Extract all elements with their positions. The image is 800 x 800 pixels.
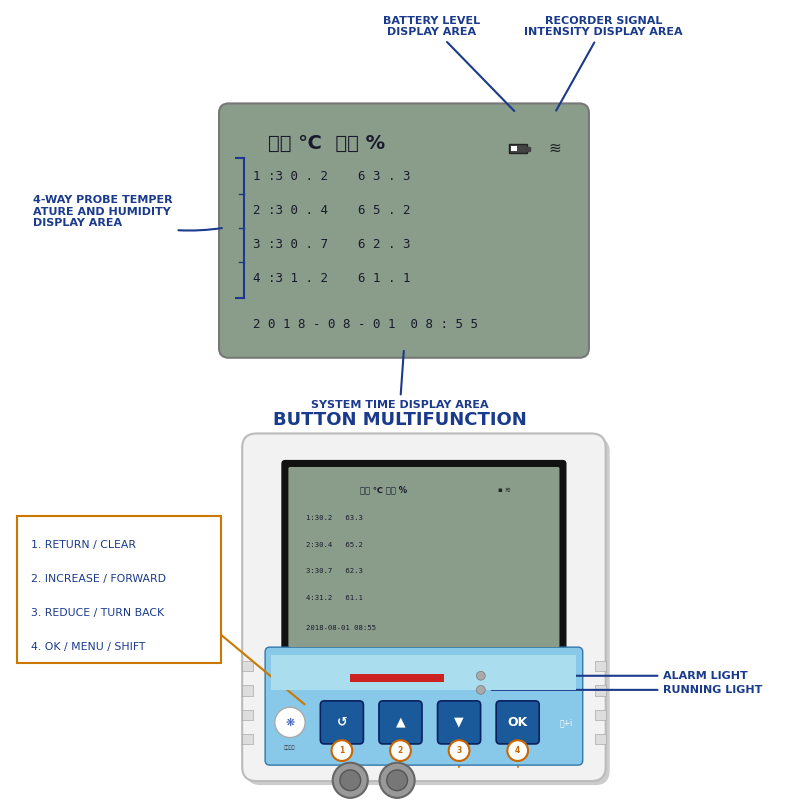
Text: 重工品牌: 重工品牌 — [284, 745, 296, 750]
Circle shape — [275, 707, 305, 738]
Bar — [594, 661, 606, 671]
Text: ↺: ↺ — [337, 716, 347, 729]
Text: 4. OK / MENU / SHIFT: 4. OK / MENU / SHIFT — [31, 642, 146, 652]
Text: RECORDER SIGNAL
INTENSITY DISPLAY AREA: RECORDER SIGNAL INTENSITY DISPLAY AREA — [524, 16, 682, 110]
Circle shape — [449, 740, 470, 761]
Bar — [350, 674, 444, 682]
FancyBboxPatch shape — [438, 701, 481, 744]
Text: 3 :3 0 . 7    6 2 . 3: 3 :3 0 . 7 6 2 . 3 — [253, 238, 410, 251]
Text: ▪ ≋: ▪ ≋ — [498, 486, 510, 493]
Text: 2. INCREASE / FORWARD: 2. INCREASE / FORWARD — [31, 574, 166, 584]
Text: 🔔+i: 🔔+i — [559, 718, 573, 727]
Circle shape — [340, 770, 361, 790]
FancyBboxPatch shape — [18, 515, 221, 663]
Text: 1: 1 — [339, 746, 345, 755]
Text: 4 :3 1 . 2    6 1 . 1: 4 :3 1 . 2 6 1 . 1 — [253, 272, 410, 286]
Text: 温度 ℃ 湿度 %: 温度 ℃ 湿度 % — [360, 486, 407, 494]
Text: ALARM LIGHT: ALARM LIGHT — [491, 670, 748, 681]
Text: 4:31.2   61.1: 4:31.2 61.1 — [306, 594, 363, 601]
Text: 温度 ℃  湿度 %: 温度 ℃ 湿度 % — [268, 134, 386, 153]
Text: BATTERY LEVEL
DISPLAY AREA: BATTERY LEVEL DISPLAY AREA — [383, 16, 514, 111]
Text: OK: OK — [507, 716, 528, 729]
FancyBboxPatch shape — [379, 701, 422, 744]
Circle shape — [331, 740, 352, 761]
Circle shape — [477, 686, 486, 694]
Bar — [271, 655, 576, 690]
Text: ▼: ▼ — [454, 716, 464, 729]
Text: 3: 3 — [457, 746, 462, 755]
Bar — [242, 661, 254, 671]
FancyBboxPatch shape — [282, 461, 566, 654]
FancyBboxPatch shape — [320, 701, 363, 744]
Bar — [594, 734, 606, 744]
Text: 2018-08-01 08:55: 2018-08-01 08:55 — [306, 625, 376, 631]
Text: 1. RETURN / CLEAR: 1. RETURN / CLEAR — [31, 540, 136, 550]
Text: RUNNING LIGHT: RUNNING LIGHT — [491, 685, 762, 695]
Bar — [594, 710, 606, 720]
Text: SYSTEM TIME DISPLAY AREA: SYSTEM TIME DISPLAY AREA — [311, 351, 489, 410]
Text: 2 :3 0 . 4    6 5 . 2: 2 :3 0 . 4 6 5 . 2 — [253, 204, 410, 217]
FancyBboxPatch shape — [246, 438, 610, 785]
Text: 3. REDUCE / TURN BACK: 3. REDUCE / TURN BACK — [31, 608, 164, 618]
Circle shape — [390, 740, 411, 761]
Bar — [242, 734, 254, 744]
FancyBboxPatch shape — [265, 647, 582, 765]
Text: 1 :3 0 . 2    6 3 . 3: 1 :3 0 . 2 6 3 . 3 — [253, 170, 410, 183]
Text: ≋: ≋ — [549, 141, 561, 156]
Circle shape — [477, 671, 486, 680]
Text: 2 0 1 8 - 0 8 - 0 1  0 8 : 5 5: 2 0 1 8 - 0 8 - 0 1 0 8 : 5 5 — [253, 318, 478, 331]
Text: 4-WAY PROBE TEMPER
ATURE AND HUMIDITY
DISPLAY AREA: 4-WAY PROBE TEMPER ATURE AND HUMIDITY DI… — [34, 195, 222, 230]
Text: 1:30.2   63.3: 1:30.2 63.3 — [306, 515, 363, 521]
Text: BUTTON MULTIFUNCTION: BUTTON MULTIFUNCTION — [273, 411, 527, 429]
FancyBboxPatch shape — [219, 103, 589, 358]
FancyBboxPatch shape — [242, 434, 606, 781]
Circle shape — [333, 762, 368, 798]
Text: ❋: ❋ — [286, 718, 294, 727]
FancyBboxPatch shape — [510, 144, 526, 153]
Text: 4: 4 — [515, 746, 520, 755]
Bar — [526, 146, 530, 150]
Circle shape — [386, 770, 407, 790]
Circle shape — [507, 740, 528, 761]
FancyBboxPatch shape — [496, 701, 539, 744]
FancyBboxPatch shape — [288, 467, 559, 647]
Text: 3:30.7   62.3: 3:30.7 62.3 — [306, 568, 363, 574]
Bar — [511, 146, 517, 151]
Bar — [594, 685, 606, 695]
Circle shape — [379, 762, 414, 798]
Text: 2: 2 — [398, 746, 403, 755]
Text: ▲: ▲ — [396, 716, 406, 729]
Text: 2:30.4   65.2: 2:30.4 65.2 — [306, 542, 363, 548]
Bar — [242, 685, 254, 695]
Bar — [242, 710, 254, 720]
